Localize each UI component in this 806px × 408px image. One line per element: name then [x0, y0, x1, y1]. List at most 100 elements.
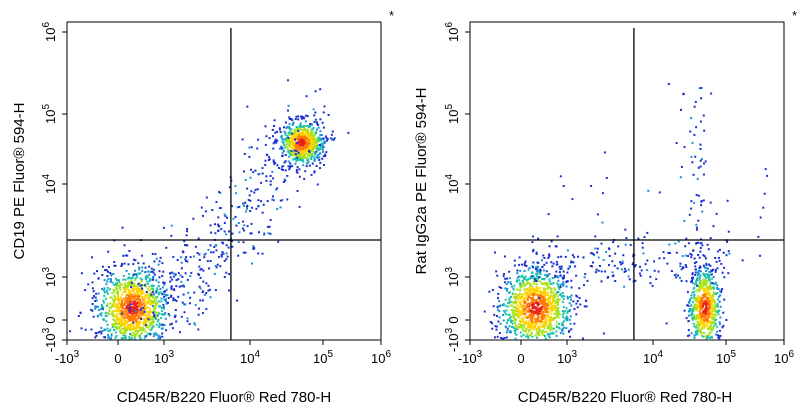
event-dot: [693, 201, 696, 204]
event-dot: [548, 333, 551, 336]
event-dot: [127, 301, 130, 304]
event-dot: [286, 174, 289, 177]
event-dot: [536, 293, 539, 296]
event-dot: [273, 163, 276, 165]
event-dot: [303, 141, 306, 144]
event-dot: [716, 298, 719, 301]
event-dot: [573, 308, 576, 311]
event-dot: [261, 172, 264, 175]
event-dot: [699, 250, 702, 253]
event-dot: [154, 333, 157, 336]
event-dot: [697, 325, 700, 328]
event-dot: [699, 299, 702, 302]
event-dot: [687, 304, 690, 307]
event-dot: [307, 147, 310, 150]
event-dot: [91, 309, 94, 312]
event-dot: [503, 337, 506, 339]
event-dot: [132, 295, 135, 298]
event-dot: [302, 135, 305, 138]
event-dot: [507, 302, 510, 305]
event-dot: [139, 333, 142, 336]
event-dot: [691, 308, 694, 311]
event-dot: [306, 145, 309, 148]
event-dot: [273, 119, 276, 122]
event-dot: [703, 324, 706, 327]
event-dot: [706, 290, 709, 293]
event-dot: [558, 312, 561, 315]
event-dot: [665, 322, 668, 325]
event-dot: [121, 323, 124, 326]
event-dot: [542, 291, 545, 294]
event-dot: [97, 277, 100, 280]
event-dot: [165, 246, 168, 249]
event-dot: [516, 315, 519, 318]
event-dot: [684, 245, 687, 248]
event-dot: [237, 222, 240, 224]
event-dot: [715, 311, 718, 313]
event-dot: [110, 333, 113, 336]
event-dot: [713, 305, 716, 308]
event-dot: [541, 266, 544, 268]
event-dot: [511, 304, 514, 307]
event-dot: [510, 320, 513, 323]
event-dot: [532, 277, 535, 280]
event-dot: [303, 146, 306, 148]
event-dot: [557, 279, 560, 282]
event-dot: [113, 309, 116, 312]
event-dot: [548, 307, 551, 310]
event-dot: [194, 245, 197, 248]
event-dot: [521, 263, 524, 266]
event-dot: [519, 297, 522, 300]
x-tick-label: 0: [517, 351, 524, 366]
event-dot: [140, 254, 143, 257]
event-dot: [721, 271, 724, 274]
event-dot: [675, 273, 678, 276]
event-dot: [280, 135, 283, 137]
event-dot: [529, 277, 532, 280]
event-dot: [243, 229, 246, 232]
event-dot: [305, 157, 308, 159]
event-dot: [115, 325, 118, 328]
event-dot: [244, 201, 247, 204]
event-dot: [145, 320, 148, 323]
event-dot: [698, 289, 701, 292]
event-dot: [504, 255, 506, 258]
event-dot: [623, 267, 626, 270]
event-dot: [535, 280, 538, 283]
event-dot: [138, 310, 141, 313]
event-dot: [256, 188, 259, 191]
event-dot: [534, 319, 537, 322]
event-dot: [683, 220, 686, 222]
event-dot: [290, 131, 293, 134]
event-dot: [514, 332, 517, 335]
event-dot: [716, 250, 719, 253]
event-dot: [556, 275, 559, 278]
event-dot: [556, 235, 559, 238]
event-dot: [526, 282, 529, 285]
event-dot: [153, 293, 155, 296]
event-dot: [711, 336, 714, 339]
event-dot: [718, 248, 721, 251]
event-dot: [699, 270, 702, 273]
y-axis-title: CD19 PE Fluor® 594-H: [11, 103, 28, 260]
event-dot: [186, 260, 189, 263]
event-dot: [143, 328, 146, 331]
event-dot: [516, 301, 519, 304]
event-dot: [497, 292, 500, 295]
event-dot: [315, 121, 318, 124]
event-dot: [697, 166, 700, 169]
event-dot: [703, 322, 705, 325]
event-dot: [147, 326, 150, 329]
event-dot: [562, 326, 565, 329]
event-dot: [151, 305, 154, 308]
event-dot: [706, 312, 709, 315]
event-dot: [162, 303, 165, 306]
event-dot: [116, 313, 119, 316]
event-dot: [299, 150, 302, 153]
event-dot: [503, 311, 506, 314]
event-dot: [146, 310, 148, 313]
event-dot: [125, 286, 128, 288]
event-dot: [529, 316, 532, 319]
event-dot: [543, 315, 546, 318]
event-dot: [523, 277, 526, 280]
